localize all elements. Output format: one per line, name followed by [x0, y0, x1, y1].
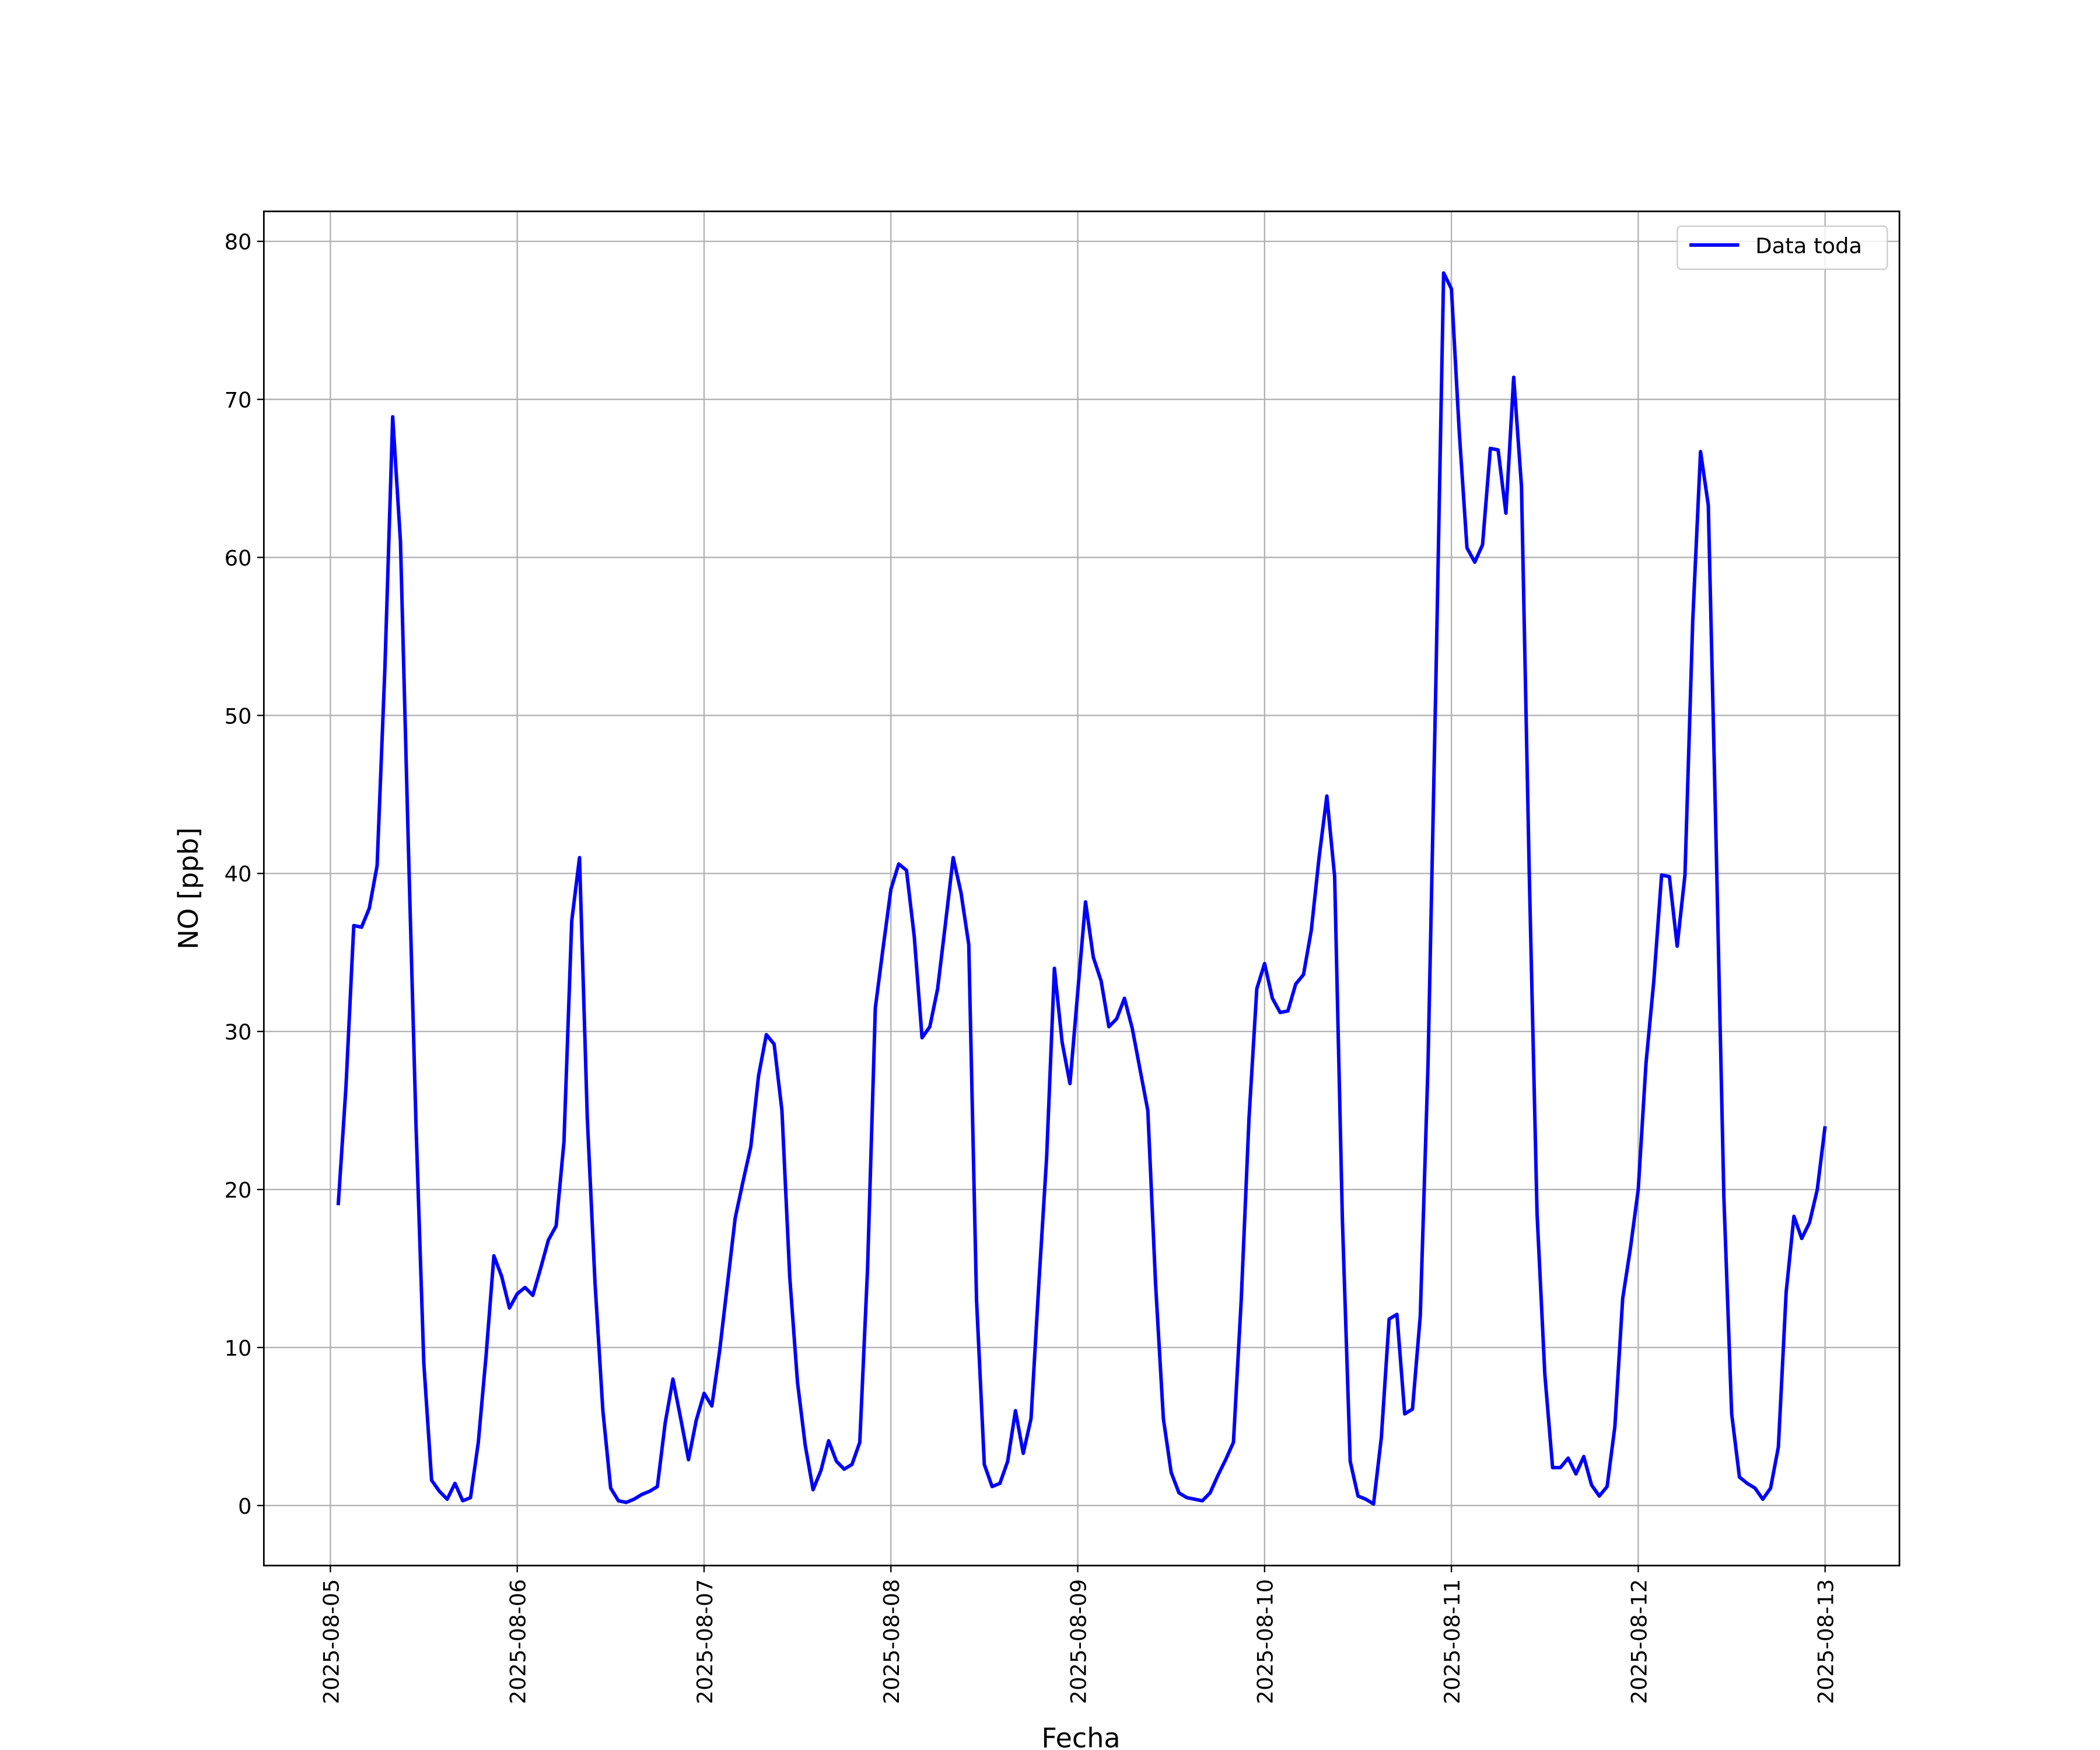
x-tick-label: 2025-08-10: [1253, 1579, 1278, 1704]
x-axis-label: Fecha: [1041, 1722, 1120, 1750]
y-tick-label: 20: [225, 1178, 252, 1203]
y-tick-label: 60: [225, 545, 252, 570]
x-tick-label: 2025-08-07: [692, 1579, 718, 1704]
y-tick-label: 50: [225, 704, 252, 729]
x-tick-label: 2025-08-06: [506, 1579, 531, 1704]
x-tick-label: 2025-08-13: [1814, 1579, 1839, 1704]
x-tick-label: 2025-08-11: [1440, 1579, 1465, 1704]
y-tick-label: 80: [225, 230, 252, 255]
y-axis-label: NO [ppb]: [173, 827, 204, 949]
grid: [264, 211, 1900, 1566]
x-tick-label: 2025-08-12: [1626, 1579, 1651, 1704]
y-tick-label: 30: [225, 1020, 252, 1045]
legend: Data toda: [1676, 225, 1888, 270]
y-tick-label: 40: [225, 862, 252, 887]
ticks: 0 10 20 30 40 50 60 70 80 2025-08-05 2025-08-06 202…: [225, 230, 1839, 1704]
y-tick-label: 10: [225, 1336, 252, 1361]
legend-box: [1676, 225, 1888, 270]
axes-frame: [262, 210, 1901, 1567]
data-line: [336, 271, 1827, 1506]
y-tick-label: 0: [238, 1494, 251, 1519]
legend-label: Data toda: [1755, 233, 1862, 258]
x-tick-label: 2025-08-09: [1066, 1579, 1091, 1704]
x-tick-label: 2025-08-05: [318, 1579, 344, 1704]
x-tick-label: 2025-08-08: [879, 1579, 904, 1704]
y-tick-label: 70: [225, 388, 252, 413]
plot-area: [336, 271, 1827, 1506]
